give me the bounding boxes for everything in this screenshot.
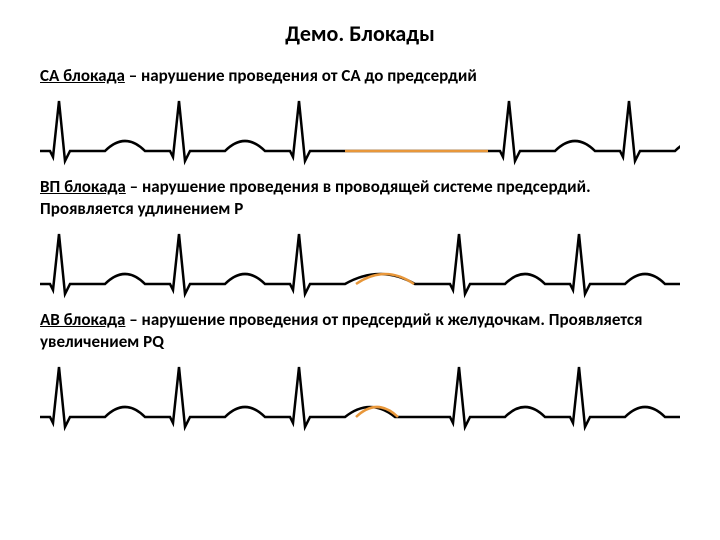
ecg-1 (40, 91, 680, 166)
section-3: АВ блокада – нарушение проведения от пре… (40, 309, 680, 432)
section-2-type: ВП блокада (40, 176, 126, 197)
section-2-label: ВП блокада – нарушение проведения в пров… (40, 176, 680, 220)
section-3-desc: – нарушение проведения от предсердий к ж… (40, 309, 643, 352)
section-1: СА блокада – нарушение проведения от СА … (40, 65, 680, 166)
ecg-2 (40, 224, 680, 299)
ecg-3 (40, 357, 680, 432)
section-3-label: АВ блокада – нарушение проведения от пре… (40, 309, 680, 353)
section-2: ВП блокада – нарушение проведения в пров… (40, 176, 680, 299)
section-1-type: СА блокада (40, 65, 125, 86)
section-1-desc: – нарушение проведения от СА до предсерд… (125, 65, 477, 86)
page-title: Демо. Блокады (40, 20, 680, 47)
section-1-label: СА блокада – нарушение проведения от СА … (40, 65, 680, 87)
section-3-type: АВ блокада (40, 309, 125, 330)
